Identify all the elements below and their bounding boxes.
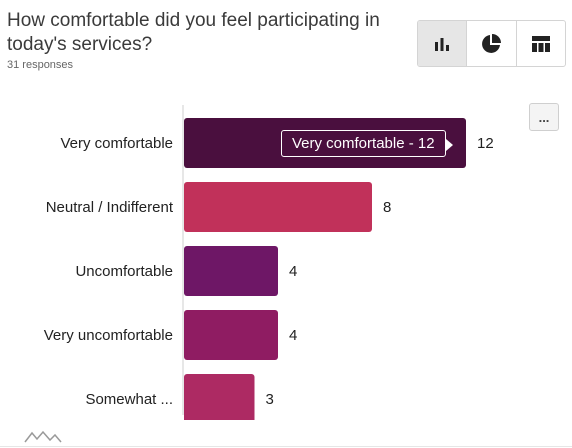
bar-chart-view-button[interactable] bbox=[418, 21, 467, 66]
category-label: Somewhat ... bbox=[85, 391, 173, 408]
footer-divider bbox=[0, 446, 572, 447]
table-icon bbox=[531, 35, 550, 52]
category-label: Very uncomfortable bbox=[44, 327, 173, 344]
value-label: 3 bbox=[266, 391, 274, 408]
bar-2[interactable] bbox=[184, 246, 278, 296]
pie-chart-view-button[interactable] bbox=[466, 21, 515, 66]
bar-chart: Very comfortable 12 Neutral / Indifferent 8… bbox=[44, 105, 494, 420]
table-view-button[interactable] bbox=[515, 21, 565, 66]
category-label: Uncomfortable bbox=[75, 263, 173, 280]
bar-tooltip: Very comfortable - 12 bbox=[281, 130, 453, 157]
pie-chart-icon bbox=[482, 33, 502, 53]
bar-4[interactable] bbox=[184, 374, 255, 420]
logo-icon bbox=[24, 430, 62, 443]
value-label: 12 bbox=[477, 135, 494, 152]
value-label: 8 bbox=[383, 199, 391, 216]
response-count: 31 responses bbox=[7, 59, 74, 71]
bar-chart-icon bbox=[435, 37, 450, 51]
value-label: 4 bbox=[289, 263, 297, 280]
view-toggle bbox=[417, 20, 566, 67]
bar-1[interactable] bbox=[184, 182, 372, 232]
bar-3[interactable] bbox=[184, 310, 278, 360]
value-label: 4 bbox=[289, 327, 297, 344]
more-options-button[interactable]: ... bbox=[529, 103, 559, 131]
question-title: How comfortable did you feel participati… bbox=[7, 10, 380, 55]
category-label: Neutral / Indifferent bbox=[46, 199, 174, 216]
category-label: Very comfortable bbox=[60, 135, 173, 152]
